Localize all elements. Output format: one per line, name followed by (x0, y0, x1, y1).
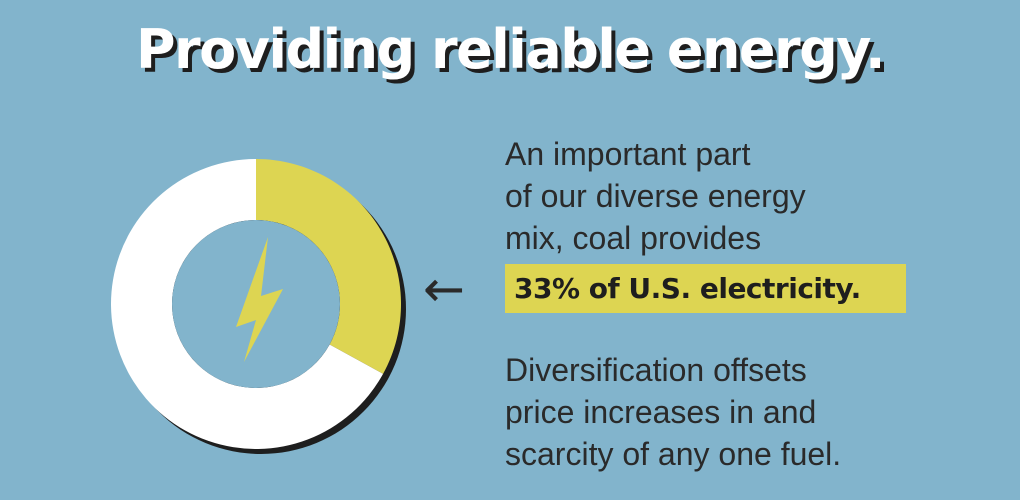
description-line: An important part (505, 136, 751, 172)
donut-slice-0 (256, 159, 401, 374)
description-line: of our diverse energy (505, 178, 806, 214)
description-line: mix, coal provides (505, 220, 762, 256)
footnote-text: Diversification offsets price increases … (505, 349, 841, 475)
donut-chart (110, 159, 406, 454)
footnote-line: Diversification offsets (505, 352, 807, 388)
lightning-bolt-icon (236, 237, 283, 362)
arrow-left-icon: ← (423, 260, 465, 318)
description-text: An important part of our diverse energy … (505, 133, 806, 259)
footnote-line: price increases in and (505, 394, 817, 430)
footnote-line: scarcity of any one fuel. (505, 436, 842, 472)
page-title: Providing reliable energy. (135, 18, 886, 81)
donut-slice-1 (110, 159, 384, 450)
highlight-stat: 33% of U.S. electricity. (505, 264, 906, 313)
